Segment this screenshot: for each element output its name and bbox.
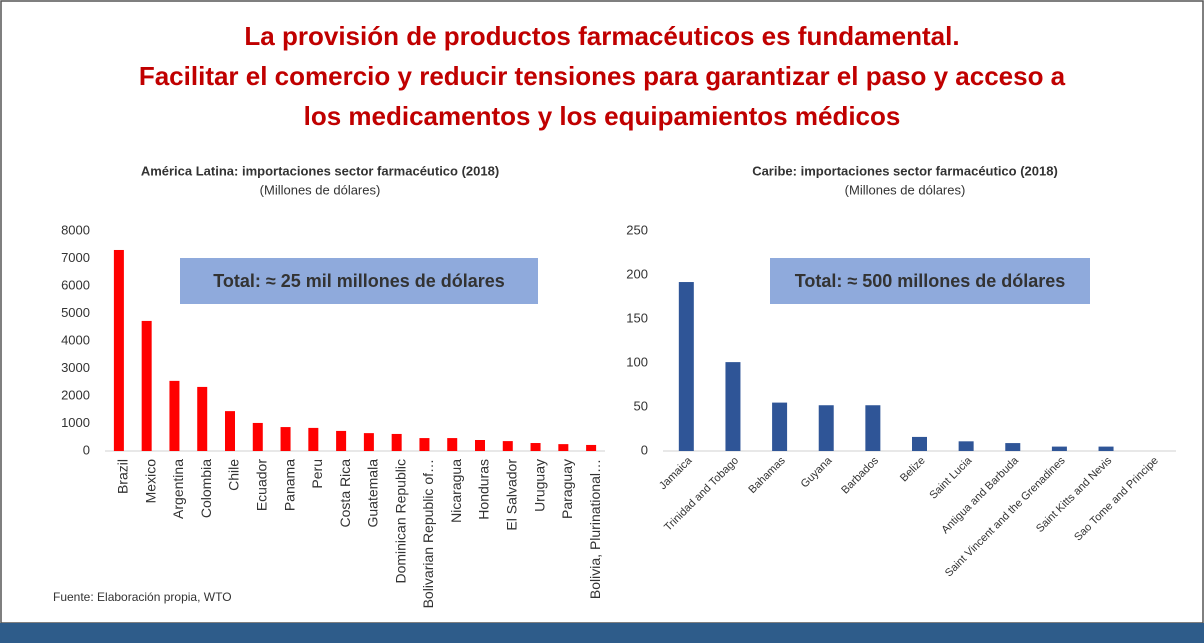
y-tick-label: 6000 bbox=[61, 277, 90, 292]
bar bbox=[225, 411, 235, 451]
x-tick-label: Guatemala bbox=[365, 459, 381, 528]
x-tick-label: El Salvador bbox=[503, 459, 519, 531]
y-tick-label: 2000 bbox=[61, 387, 90, 402]
slide-title: los medicamentos y los equipamientos méd… bbox=[304, 101, 901, 131]
chart-subtitle: (Millones de dólares) bbox=[260, 182, 381, 197]
bar bbox=[391, 433, 402, 451]
y-tick-label: 100 bbox=[626, 354, 648, 369]
slide-title: La provisión de productos farmacéuticos … bbox=[244, 21, 959, 51]
x-tick-label: Costa Rica bbox=[337, 459, 353, 528]
bar bbox=[197, 386, 208, 451]
x-tick-label: Argentina bbox=[170, 459, 186, 519]
bar bbox=[252, 422, 263, 451]
bar bbox=[1005, 443, 1021, 451]
annotation: Total: ≈ 500 millones de dólares bbox=[795, 271, 1066, 291]
bar bbox=[725, 362, 741, 451]
x-tick-label: Mexico bbox=[142, 459, 158, 504]
y-tick-label: 4000 bbox=[61, 332, 90, 347]
source: Fuente: Elaboración propia, WTO bbox=[53, 590, 232, 604]
y-tick-label: 200 bbox=[626, 266, 648, 281]
x-tick-label: Uruguay bbox=[531, 459, 547, 512]
y-tick-label: 150 bbox=[626, 310, 648, 325]
annotation: Total: ≈ 25 mil millones de dólares bbox=[213, 271, 505, 291]
x-tick-label: Peru bbox=[309, 459, 325, 489]
bar bbox=[818, 405, 834, 451]
x-tick-label: Paraguay bbox=[559, 459, 575, 519]
x-tick-label: Chile bbox=[226, 459, 242, 491]
bar bbox=[678, 282, 694, 451]
bar bbox=[141, 320, 152, 451]
x-tick-label: Honduras bbox=[476, 459, 492, 520]
y-tick-label: 0 bbox=[83, 442, 90, 457]
bar bbox=[447, 438, 458, 451]
y-tick-label: 0 bbox=[641, 442, 648, 457]
y-tick-label: 250 bbox=[626, 222, 648, 237]
x-tick-label: Colombia bbox=[198, 459, 214, 518]
x-tick-label: Bolivia, Plurinational… bbox=[587, 459, 603, 599]
bar bbox=[502, 441, 513, 451]
bar bbox=[958, 441, 974, 451]
bar bbox=[363, 433, 374, 451]
chart-title: América Latina: importaciones sector far… bbox=[141, 163, 499, 178]
footer-bar bbox=[0, 623, 1204, 643]
bar bbox=[558, 444, 569, 451]
bar bbox=[280, 427, 291, 451]
chart-title: Caribe: importaciones sector farmacéutic… bbox=[752, 163, 1058, 178]
x-tick-label: Dominican Republic bbox=[392, 459, 408, 584]
chart-subtitle: (Millones de dólares) bbox=[845, 182, 966, 197]
annotation-box bbox=[770, 258, 1090, 304]
bar bbox=[169, 380, 180, 451]
bar bbox=[308, 427, 319, 451]
slide-border bbox=[0, 0, 1204, 624]
y-tick-label: 1000 bbox=[61, 415, 90, 430]
bar bbox=[113, 249, 124, 451]
x-tick-label: Ecuador bbox=[253, 459, 269, 511]
bar bbox=[1098, 446, 1114, 451]
bar bbox=[419, 438, 430, 451]
y-tick-label: 7000 bbox=[61, 250, 90, 265]
bar bbox=[912, 436, 927, 451]
x-tick-label: Bolivarian Republic of… bbox=[420, 459, 436, 608]
x-tick-label: Nicaragua bbox=[448, 459, 464, 523]
x-tick-label: Panama bbox=[281, 459, 297, 511]
bar bbox=[772, 402, 788, 451]
y-tick-label: 3000 bbox=[61, 360, 90, 375]
y-tick-label: 8000 bbox=[61, 222, 90, 237]
annotation-box bbox=[180, 258, 538, 304]
bar bbox=[586, 444, 597, 451]
bar bbox=[1051, 446, 1067, 451]
bar bbox=[475, 440, 485, 451]
x-tick-label: Brazil bbox=[115, 459, 131, 494]
y-tick-label: 5000 bbox=[61, 305, 90, 320]
bar bbox=[530, 443, 541, 451]
y-tick-label: 50 bbox=[634, 398, 648, 413]
bar bbox=[865, 405, 881, 451]
slide-title: Facilitar el comercio y reducir tensione… bbox=[139, 61, 1066, 91]
bar bbox=[336, 430, 347, 451]
